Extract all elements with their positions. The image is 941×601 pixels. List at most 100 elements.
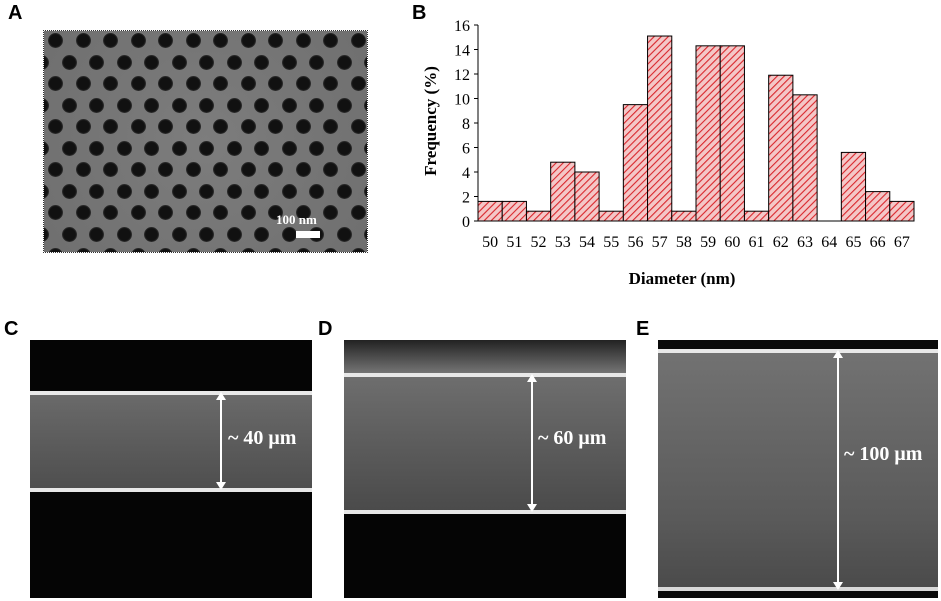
panel-label-a: A — [8, 2, 23, 24]
pore — [213, 119, 228, 134]
x-tick-label: 51 — [506, 234, 522, 251]
pore — [213, 248, 228, 252]
pore — [44, 140, 50, 156]
pore — [350, 76, 366, 91]
cross-section-100um-image — [658, 340, 938, 598]
x-tick-label: 66 — [870, 234, 886, 251]
y-tick-label: 2 — [462, 190, 470, 207]
x-tick-label: 64 — [821, 234, 837, 251]
pore — [171, 140, 187, 156]
pore — [75, 76, 91, 91]
pore — [364, 97, 367, 113]
histogram-bar — [768, 74, 794, 222]
diameter-histogram: 0 2 4 6 8 10 12 14 16 50 51 52 53 54 55 56 57 58 59 60 61 62 6… — [421, 18, 915, 288]
pore — [75, 205, 91, 220]
pore — [364, 54, 367, 70]
x-tick-label: 63 — [797, 234, 813, 251]
panel-label-c: C — [4, 318, 19, 340]
pore — [130, 76, 146, 91]
y-tick-label: 16 — [454, 18, 470, 35]
pore — [323, 162, 338, 177]
pore — [350, 119, 366, 134]
x-tick-label: 60 — [724, 234, 740, 251]
pore — [185, 33, 201, 48]
pore — [213, 76, 228, 91]
pore — [185, 248, 201, 252]
pore — [61, 140, 77, 156]
pore — [309, 54, 325, 70]
pore — [213, 33, 228, 48]
pore — [240, 248, 256, 252]
histogram-bar — [525, 210, 552, 222]
pore — [185, 205, 201, 220]
pore — [226, 226, 242, 242]
y-tick-label: 10 — [454, 92, 470, 109]
pore — [268, 119, 283, 134]
pore — [48, 76, 63, 91]
histogram-bar — [622, 104, 649, 222]
pore — [144, 54, 160, 70]
thickness-label-e: ~ 100 μm — [844, 443, 923, 465]
pore — [89, 183, 105, 199]
pore — [336, 54, 352, 70]
pore — [158, 119, 173, 134]
y-tick-label: 4 — [462, 165, 470, 182]
pore — [350, 205, 366, 220]
pore — [240, 33, 256, 48]
pore — [226, 54, 242, 70]
x-tick-label: 50 — [482, 234, 498, 251]
pore — [323, 119, 338, 134]
pore — [199, 183, 215, 199]
pore — [295, 248, 311, 252]
pore — [323, 33, 338, 48]
x-tick-label: 53 — [555, 234, 571, 251]
pore — [116, 226, 132, 242]
y-tick-label: 12 — [454, 67, 470, 84]
pore — [103, 205, 118, 220]
pore — [130, 119, 146, 134]
pore — [48, 205, 63, 220]
histogram-bar — [501, 200, 527, 222]
panel-label-e: E — [636, 318, 650, 340]
pore — [254, 226, 270, 242]
x-tick-label: 59 — [700, 234, 716, 251]
sem-top-view-image — [43, 30, 368, 253]
pore — [336, 97, 352, 113]
pore — [103, 162, 118, 177]
histogram-bar — [889, 200, 915, 222]
x-tick-label: 57 — [652, 234, 668, 251]
x-tick-label: 52 — [531, 234, 547, 251]
pore — [295, 205, 311, 220]
pore — [48, 162, 63, 177]
histogram-bar — [477, 200, 503, 222]
x-tick-label: 62 — [773, 234, 789, 251]
pore — [75, 248, 91, 252]
x-tick-label: 61 — [749, 234, 765, 251]
pore — [268, 205, 283, 220]
pore — [75, 119, 91, 134]
pore — [171, 97, 187, 113]
pore — [144, 183, 160, 199]
scale-bar-label: 100 nm — [276, 212, 317, 227]
pore — [240, 119, 256, 134]
pore — [158, 205, 173, 220]
thickness-label-d: ~ 60 μm — [538, 427, 607, 449]
pore — [254, 140, 270, 156]
histogram-bar — [647, 35, 673, 222]
pore — [240, 76, 256, 91]
pore — [268, 248, 283, 252]
pore — [44, 183, 50, 199]
pore — [226, 97, 242, 113]
pore — [75, 33, 91, 48]
x-tick-label: 65 — [845, 234, 861, 251]
pore — [199, 54, 215, 70]
scale-bar — [296, 231, 320, 238]
pore — [350, 33, 366, 48]
pore — [116, 97, 132, 113]
pore — [213, 205, 228, 220]
pore — [44, 226, 50, 242]
pore — [199, 97, 215, 113]
pore — [281, 140, 297, 156]
pore — [44, 97, 50, 113]
pore — [89, 140, 105, 156]
